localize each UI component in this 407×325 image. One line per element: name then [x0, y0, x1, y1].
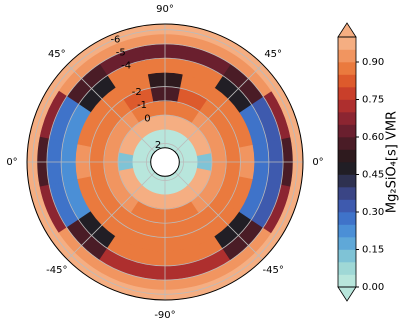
colorbar-swatch [338, 149, 356, 163]
colorbar-tick-label: 0.45 [362, 170, 384, 181]
colorbar-swatch [338, 262, 356, 275]
grid-spoke [174, 171, 263, 260]
polar-frame [26, 23, 304, 301]
colorbar-swatch [338, 237, 356, 250]
theta-tick-label: -45° [46, 265, 67, 276]
colorbar-extend [337, 22, 357, 38]
colorbar-swatch [338, 112, 356, 125]
theta-tick-label: 45° [48, 49, 66, 60]
colorbar-swatch [338, 124, 356, 138]
colorbar-swatch [338, 224, 356, 238]
colorbar-swatch [338, 212, 356, 225]
colorbar-swatch [338, 37, 356, 50]
colorbar-swatch [338, 62, 356, 75]
colorbar-swatch [338, 174, 356, 188]
colorbar-swatch [338, 74, 356, 88]
theta-tick-label: 90° [156, 4, 174, 15]
theta-tick-label: -45° [263, 265, 284, 276]
colorbar-swatch [338, 99, 356, 113]
colorbar-frame [337, 36, 357, 288]
r-tick-label: -4 [121, 61, 131, 72]
theta-tick-label: 0° [6, 157, 17, 168]
theta-tick-label: 0° [312, 157, 323, 168]
colorbar-swatch [338, 49, 356, 63]
theta-tick-label: -90° [154, 310, 175, 321]
grid-spoke [67, 64, 156, 153]
r-tick-label: -2 [132, 87, 142, 98]
colorbar-tick-label: 0.15 [362, 245, 384, 256]
colorbar-tick-label: 0.75 [362, 95, 384, 106]
theta-tick-label: 45° [264, 49, 282, 60]
colorbar-swatch [338, 249, 356, 263]
grid-spoke [67, 171, 156, 260]
colorbar-swatch [338, 199, 356, 213]
colorbar-swatch [338, 87, 356, 100]
colorbar-tick-label: 0.30 [362, 207, 384, 218]
r-tick-label: -6 [110, 34, 120, 45]
colorbar-tick-label: 0.90 [362, 57, 384, 68]
colorbar-label: Mg₂SiO₄[s] VMR [385, 111, 400, 213]
colorbar-swatch [338, 137, 356, 150]
colorbar-swatch [338, 187, 356, 200]
colorbar-tick-label: 0.60 [362, 132, 384, 143]
colorbar-swatch [338, 162, 356, 175]
colorbar-tick-label: 0.00 [362, 282, 384, 293]
r-tick-label: 0 [144, 113, 150, 124]
colorbar-extend [337, 286, 357, 302]
grid-spoke [174, 64, 263, 153]
r-tick-label: 2 [155, 140, 161, 151]
polar-hole [150, 147, 180, 177]
r-tick-label: -1 [137, 100, 147, 111]
colorbar-swatch [338, 274, 356, 288]
r-tick-label: -5 [116, 48, 126, 59]
